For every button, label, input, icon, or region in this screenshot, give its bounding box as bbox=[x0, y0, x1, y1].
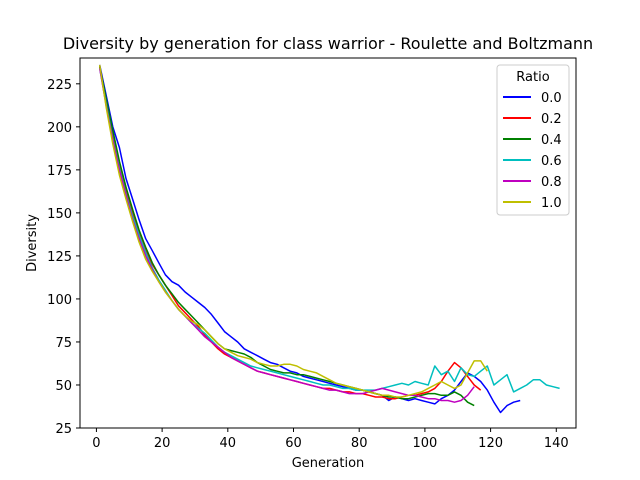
y-axis-label: Diversity bbox=[25, 214, 40, 272]
legend-label: 0.4 bbox=[541, 133, 562, 148]
y-tick-label: 100 bbox=[47, 293, 72, 308]
legend-label: 0.8 bbox=[541, 175, 562, 190]
legend-label: 1.0 bbox=[541, 196, 562, 211]
series-line-0-8 bbox=[98, 68, 475, 403]
y-tick-label: 50 bbox=[55, 379, 72, 394]
y-tick-label: 125 bbox=[47, 250, 72, 265]
series-line-0-4 bbox=[98, 66, 475, 407]
series-line-1-0 bbox=[98, 64, 488, 398]
y-tick-label: 175 bbox=[47, 164, 72, 179]
x-tick-label: 0 bbox=[92, 436, 100, 451]
x-axis: 0 20 40 60 80 100 120 140 bbox=[92, 428, 569, 451]
x-tick-label: 60 bbox=[285, 436, 302, 451]
series-line-0-0 bbox=[98, 64, 521, 414]
x-tick-label: 20 bbox=[154, 436, 171, 451]
series-line-0-2 bbox=[98, 66, 482, 400]
x-tick-label: 100 bbox=[412, 436, 437, 451]
legend-label: 0.0 bbox=[541, 91, 562, 106]
chart-title: Diversity by generation for class warrio… bbox=[63, 34, 593, 53]
y-tick-label: 200 bbox=[47, 121, 72, 136]
y-tick-label: 225 bbox=[47, 78, 72, 93]
plot-area bbox=[98, 64, 560, 414]
y-tick-label: 75 bbox=[55, 336, 72, 351]
y-tick-label: 25 bbox=[55, 422, 72, 437]
legend-title: Ratio bbox=[516, 70, 549, 85]
x-tick-label: 40 bbox=[220, 436, 237, 451]
x-tick-label: 140 bbox=[544, 436, 569, 451]
plot-frame bbox=[79, 57, 577, 429]
x-tick-label: 80 bbox=[351, 436, 368, 451]
legend: Ratio 0.0 0.2 0.4 0.6 0.8 1.0 bbox=[496, 64, 570, 216]
series-line-0-6 bbox=[98, 68, 560, 393]
legend-box bbox=[496, 64, 570, 216]
x-axis-label: Generation bbox=[292, 456, 365, 471]
legend-label: 0.6 bbox=[541, 154, 562, 169]
y-axis: 25 50 75 100 125 150 175 200 225 bbox=[47, 78, 80, 437]
x-tick-label: 120 bbox=[478, 436, 503, 451]
y-tick-label: 150 bbox=[47, 207, 72, 222]
legend-label: 0.2 bbox=[541, 112, 562, 127]
